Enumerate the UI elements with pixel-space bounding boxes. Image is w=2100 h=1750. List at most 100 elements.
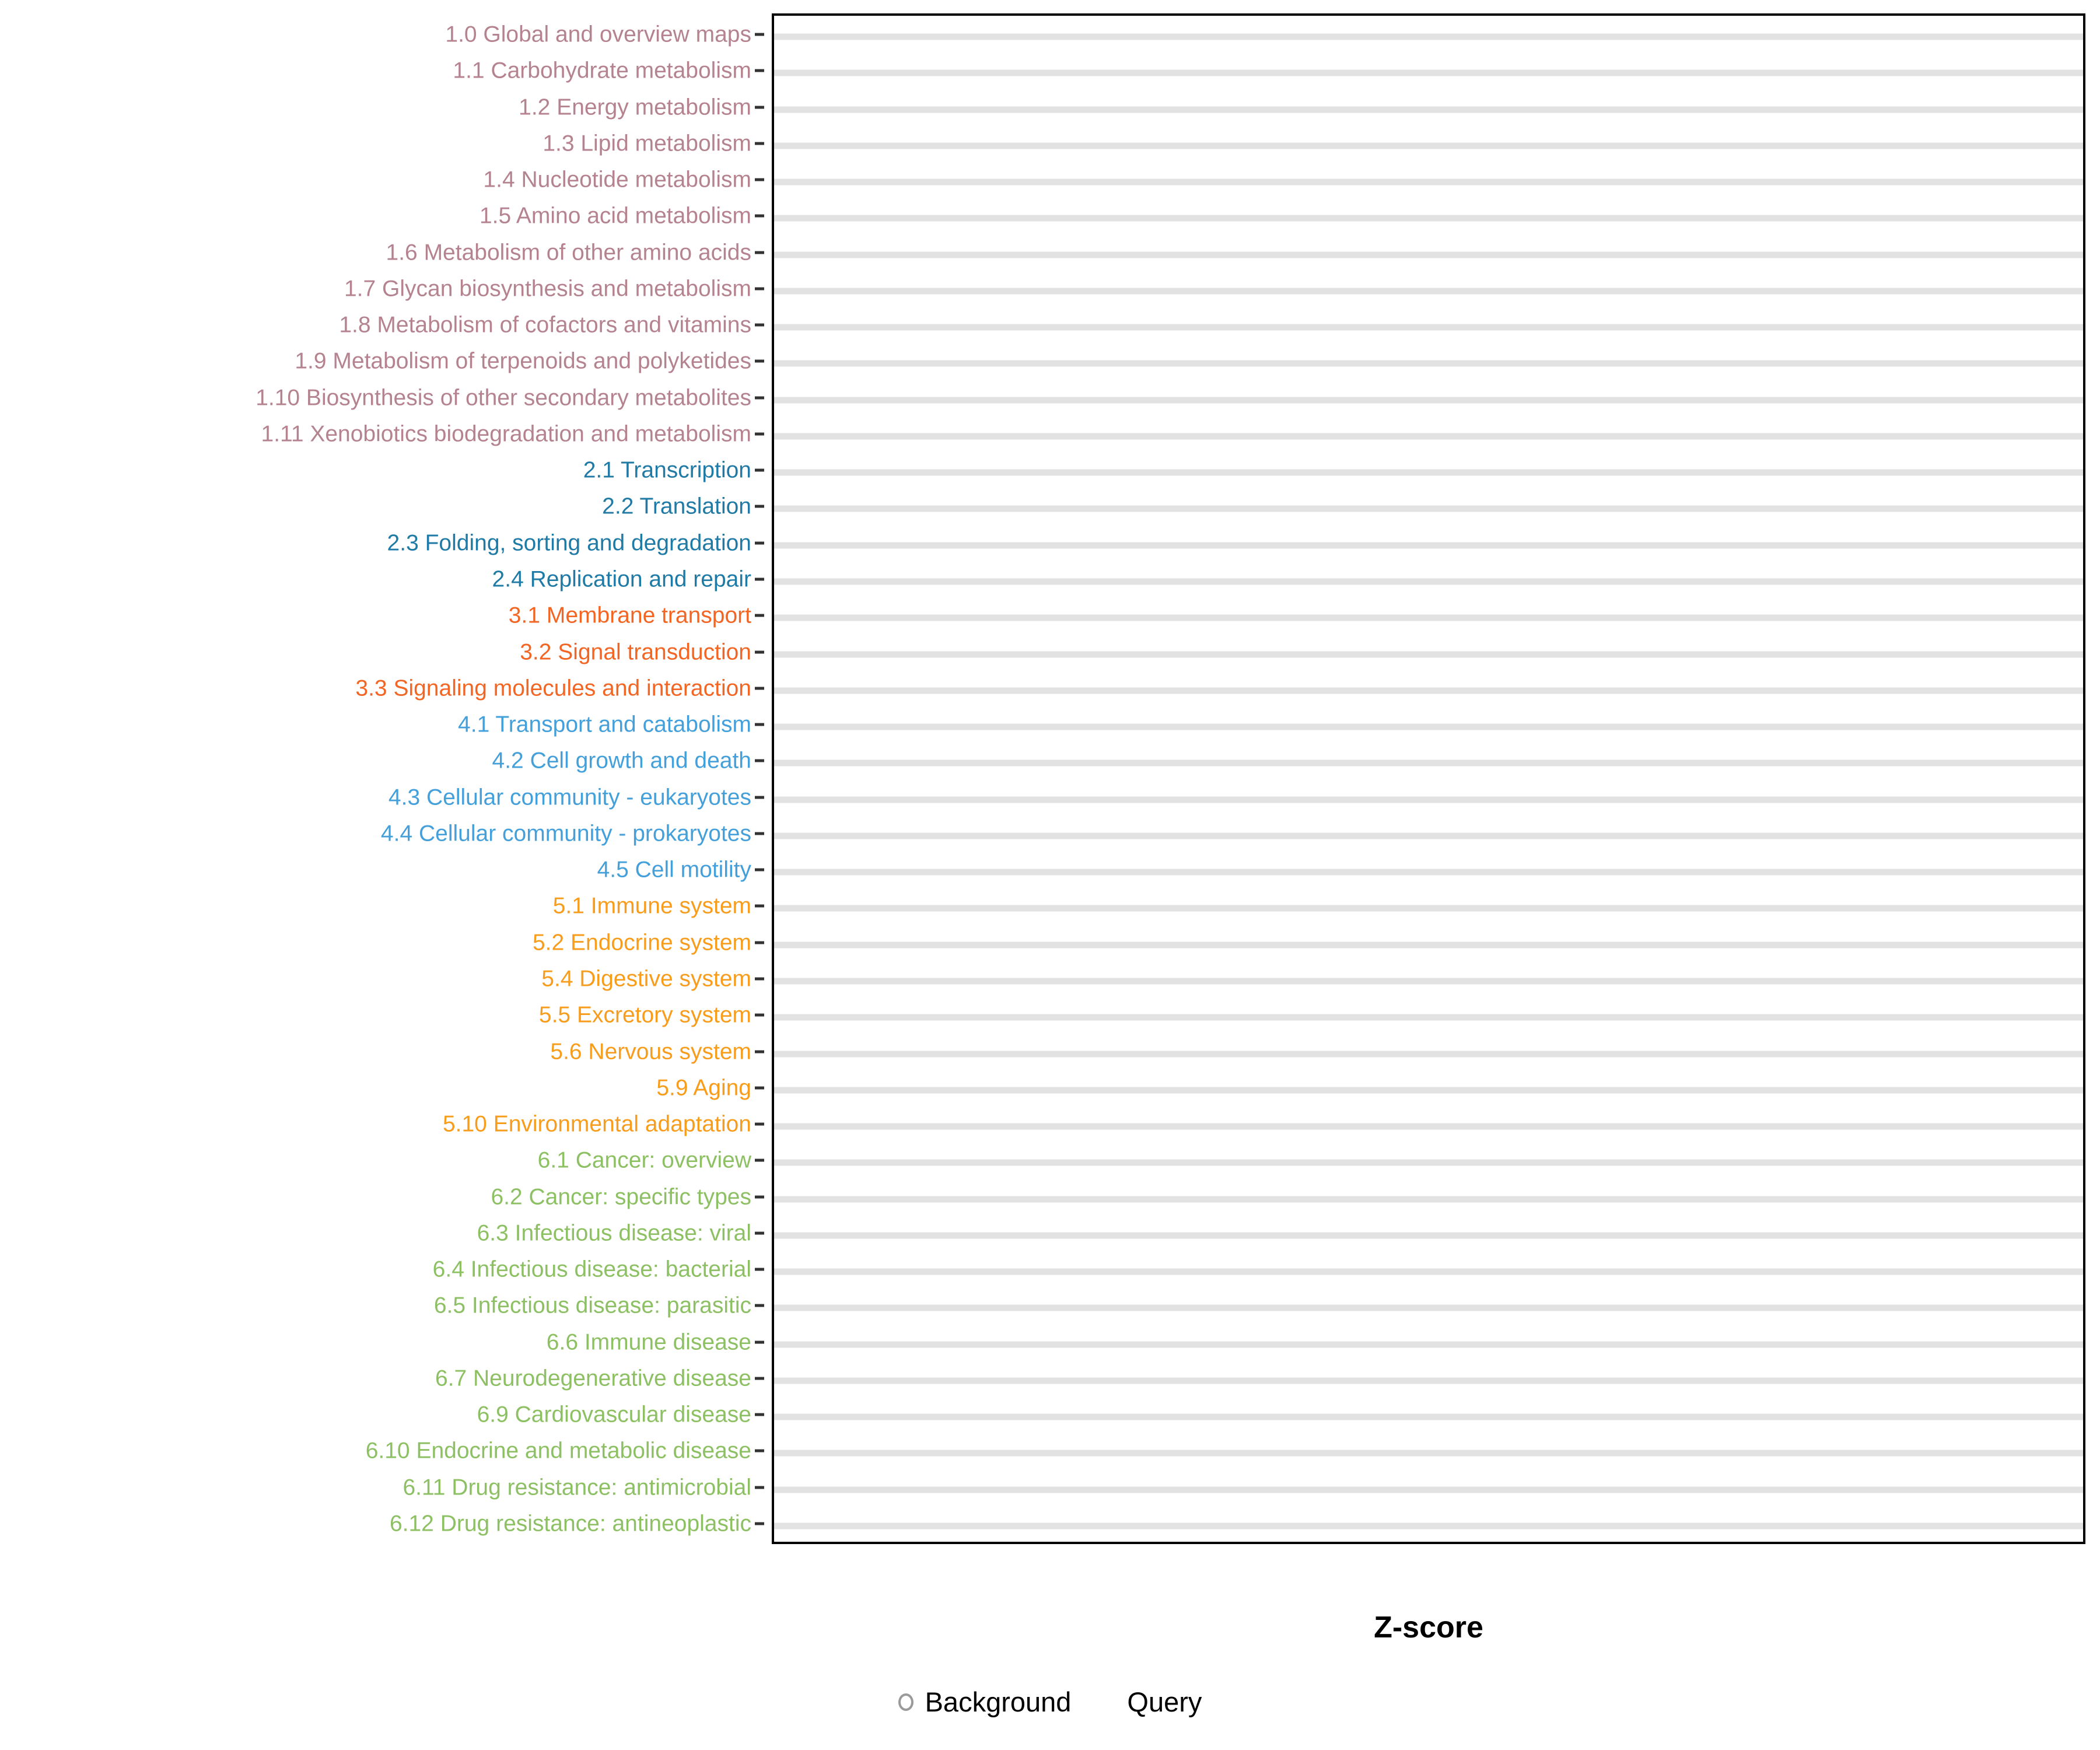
y-axis-tick bbox=[755, 796, 764, 799]
y-axis-label: 2.1 Transcription bbox=[583, 457, 751, 483]
y-axis-tick bbox=[755, 614, 764, 617]
y-axis-tick bbox=[755, 33, 764, 36]
y-axis-label: 1.0 Global and overview maps bbox=[445, 22, 751, 47]
y-axis-label: 5.10 Environmental adaptation bbox=[442, 1111, 751, 1137]
y-axis-label: 2.2 Translation bbox=[602, 494, 751, 519]
legend-label-query: Query bbox=[1127, 1686, 1202, 1717]
row-band bbox=[774, 651, 2083, 658]
legend-item-query[interactable]: Query bbox=[1097, 1686, 1202, 1718]
row-band bbox=[774, 1450, 2083, 1457]
row-band bbox=[774, 142, 2083, 149]
row-band bbox=[774, 1123, 2083, 1130]
y-axis-tick bbox=[755, 1304, 764, 1307]
y-axis-tick bbox=[755, 214, 764, 218]
y-axis-tick bbox=[755, 142, 764, 145]
x-axis bbox=[772, 1544, 2085, 1614]
y-axis-label: 6.5 Infectious disease: parasitic bbox=[433, 1293, 751, 1318]
y-axis-label: 5.2 Endocrine system bbox=[532, 930, 751, 956]
row-band bbox=[774, 1051, 2083, 1057]
y-axis-label: 6.10 Endocrine and metabolic disease bbox=[365, 1438, 751, 1464]
y-axis-label: 1.1 Carbohydrate metabolism bbox=[453, 58, 751, 83]
y-axis-tick bbox=[755, 359, 764, 363]
y-axis-label: 1.4 Nucleotide metabolism bbox=[483, 167, 751, 192]
y-axis-label: 6.1 Cancer: overview bbox=[537, 1147, 751, 1173]
row-band bbox=[774, 1159, 2083, 1166]
y-axis-label: 2.4 Replication and repair bbox=[492, 566, 751, 592]
y-axis-label: 5.4 Digestive system bbox=[541, 966, 751, 992]
row-band bbox=[774, 469, 2083, 476]
row-band bbox=[774, 1413, 2083, 1420]
y-axis-tick bbox=[755, 251, 764, 254]
y-axis-tick bbox=[755, 1231, 764, 1235]
plot-panel bbox=[772, 13, 2085, 1544]
y-axis-tick bbox=[755, 1086, 764, 1090]
row-band bbox=[774, 433, 2083, 440]
y-axis-tick bbox=[755, 1268, 764, 1271]
row-band bbox=[774, 578, 2083, 585]
y-axis-tick bbox=[755, 650, 764, 654]
y-axis-tick bbox=[755, 1449, 764, 1452]
row-band bbox=[774, 942, 2083, 949]
y-axis-label: 6.9 Cardiovascular disease bbox=[477, 1402, 751, 1427]
y-axis-label: 5.9 Aging bbox=[656, 1075, 751, 1101]
y-axis-tick bbox=[755, 468, 764, 472]
y-axis-label: 1.5 Amino acid metabolism bbox=[479, 203, 751, 229]
y-axis-label: 6.4 Infectious disease: bacterial bbox=[432, 1256, 751, 1282]
y-axis-label: 6.2 Cancer: specific types bbox=[491, 1184, 751, 1210]
legend: Background Query bbox=[0, 1686, 2100, 1718]
row-band bbox=[774, 288, 2083, 295]
y-axis-label: 1.9 Metabolism of terpenoids and polyket… bbox=[295, 348, 751, 374]
y-axis-tick bbox=[755, 1050, 764, 1053]
y-axis-tick bbox=[755, 432, 764, 436]
y-axis-label: 6.12 Drug resistance: antineoplastic bbox=[389, 1511, 751, 1536]
background-marker-icon bbox=[898, 1693, 914, 1711]
row-band bbox=[774, 1268, 2083, 1275]
y-axis-tick bbox=[755, 977, 764, 981]
y-axis-tick bbox=[755, 106, 764, 109]
y-axis-labels: 1.0 Global and overview maps 1.1 Carbohyd… bbox=[0, 0, 764, 1552]
row-band bbox=[774, 1522, 2083, 1530]
legend-label-background: Background bbox=[925, 1686, 1072, 1717]
row-band bbox=[774, 69, 2083, 76]
y-axis-label: 6.6 Immune disease bbox=[546, 1329, 751, 1355]
row-band bbox=[774, 905, 2083, 912]
y-axis-tick bbox=[755, 723, 764, 726]
y-axis-label: 1.6 Metabolism of other amino acids bbox=[386, 240, 751, 265]
y-axis-label: 3.2 Signal transduction bbox=[520, 639, 751, 665]
y-axis-label: 1.7 Glycan biosynthesis and metabolism bbox=[344, 276, 751, 302]
y-axis-label: 3.1 Membrane transport bbox=[508, 603, 751, 628]
row-band bbox=[774, 505, 2083, 512]
y-axis-tick bbox=[755, 1377, 764, 1380]
y-axis-tick bbox=[755, 1013, 764, 1017]
y-axis-tick bbox=[755, 1413, 764, 1416]
y-axis-tick bbox=[755, 832, 764, 835]
row-band bbox=[774, 33, 2083, 40]
y-axis-tick bbox=[755, 541, 764, 545]
row-band bbox=[774, 723, 2083, 730]
y-axis-label: 6.7 Neurodegenerative disease bbox=[435, 1366, 751, 1391]
legend-item-background[interactable]: Background bbox=[898, 1686, 1072, 1718]
y-axis-label: 1.3 Lipid metabolism bbox=[542, 131, 751, 156]
row-band bbox=[774, 760, 2083, 766]
row-band bbox=[774, 614, 2083, 621]
y-axis-tick bbox=[755, 505, 764, 508]
y-axis-tick bbox=[755, 904, 764, 908]
y-axis-tick bbox=[755, 578, 764, 581]
y-axis-tick bbox=[755, 868, 764, 872]
y-axis-label: 6.3 Infectious disease: viral bbox=[477, 1220, 751, 1246]
y-axis-label: 3.3 Signaling molecules and interaction bbox=[355, 676, 751, 701]
row-band bbox=[774, 978, 2083, 985]
row-band bbox=[774, 360, 2083, 367]
y-axis-tick bbox=[755, 1195, 764, 1199]
row-band bbox=[774, 1341, 2083, 1348]
row-band bbox=[774, 1232, 2083, 1239]
row-band bbox=[774, 687, 2083, 694]
y-axis-label: 6.11 Drug resistance: antimicrobial bbox=[402, 1475, 751, 1500]
y-axis-tick bbox=[755, 759, 764, 762]
row-band bbox=[774, 796, 2083, 803]
row-band bbox=[774, 1087, 2083, 1094]
y-axis-tick bbox=[755, 1486, 764, 1489]
y-axis-label: 1.11 Xenobiotics biodegradation and meta… bbox=[261, 421, 752, 447]
row-band bbox=[774, 1377, 2083, 1384]
